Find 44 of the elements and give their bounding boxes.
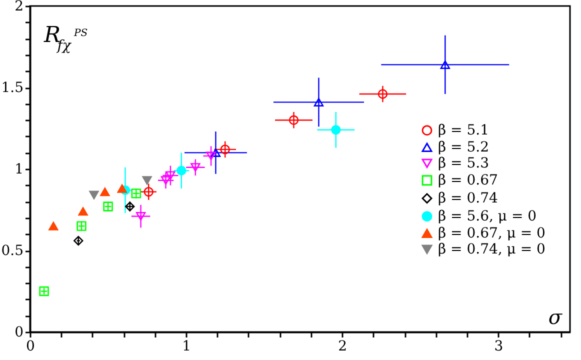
point [331, 125, 341, 135]
point [288, 115, 299, 125]
x-tick-label: 2 [338, 338, 348, 354]
x-tick-label: 0 [26, 338, 35, 354]
point [144, 186, 154, 197]
x-tick-label: 3 [494, 338, 504, 354]
point [220, 144, 230, 154]
point [100, 188, 110, 196]
legend-label: β = 5.6, μ = 0 [438, 208, 537, 224]
x-axis-title: σ [548, 305, 564, 329]
legend-label: β = 0.67 [438, 172, 498, 188]
legend-label: β = 5.3 [438, 155, 489, 172]
point [103, 202, 113, 212]
point [136, 212, 146, 221]
point [89, 190, 99, 200]
point [176, 166, 186, 176]
point [378, 89, 388, 99]
point [440, 60, 450, 69]
point [314, 98, 324, 106]
legend-label: β = 0.74, μ = 0 [438, 241, 546, 258]
x-tick-label: 1 [182, 338, 192, 354]
point [74, 236, 84, 246]
y-tick-label: 0.5 [1, 243, 24, 259]
y-tick-label: 0 [14, 324, 24, 340]
point [142, 176, 152, 185]
y-tick-label: 1.5 [1, 80, 24, 96]
point [117, 184, 127, 193]
point [131, 188, 141, 198]
point [39, 286, 49, 296]
point [190, 163, 200, 172]
y-tick-label: 1 [14, 162, 24, 178]
point [206, 152, 216, 160]
legend-label: β = 0.74 [438, 190, 498, 206]
legend-label: β = 5.1 [438, 122, 489, 138]
point [125, 202, 135, 212]
point [48, 222, 58, 230]
legend-label: β = 5.2 [438, 139, 489, 156]
y-tick-label: 2 [14, 0, 24, 14]
legend-label: β = 0.67, μ = 0 [438, 225, 546, 242]
point [78, 207, 88, 216]
point [210, 148, 221, 157]
point [76, 221, 86, 231]
point [166, 171, 176, 180]
point [160, 176, 171, 185]
